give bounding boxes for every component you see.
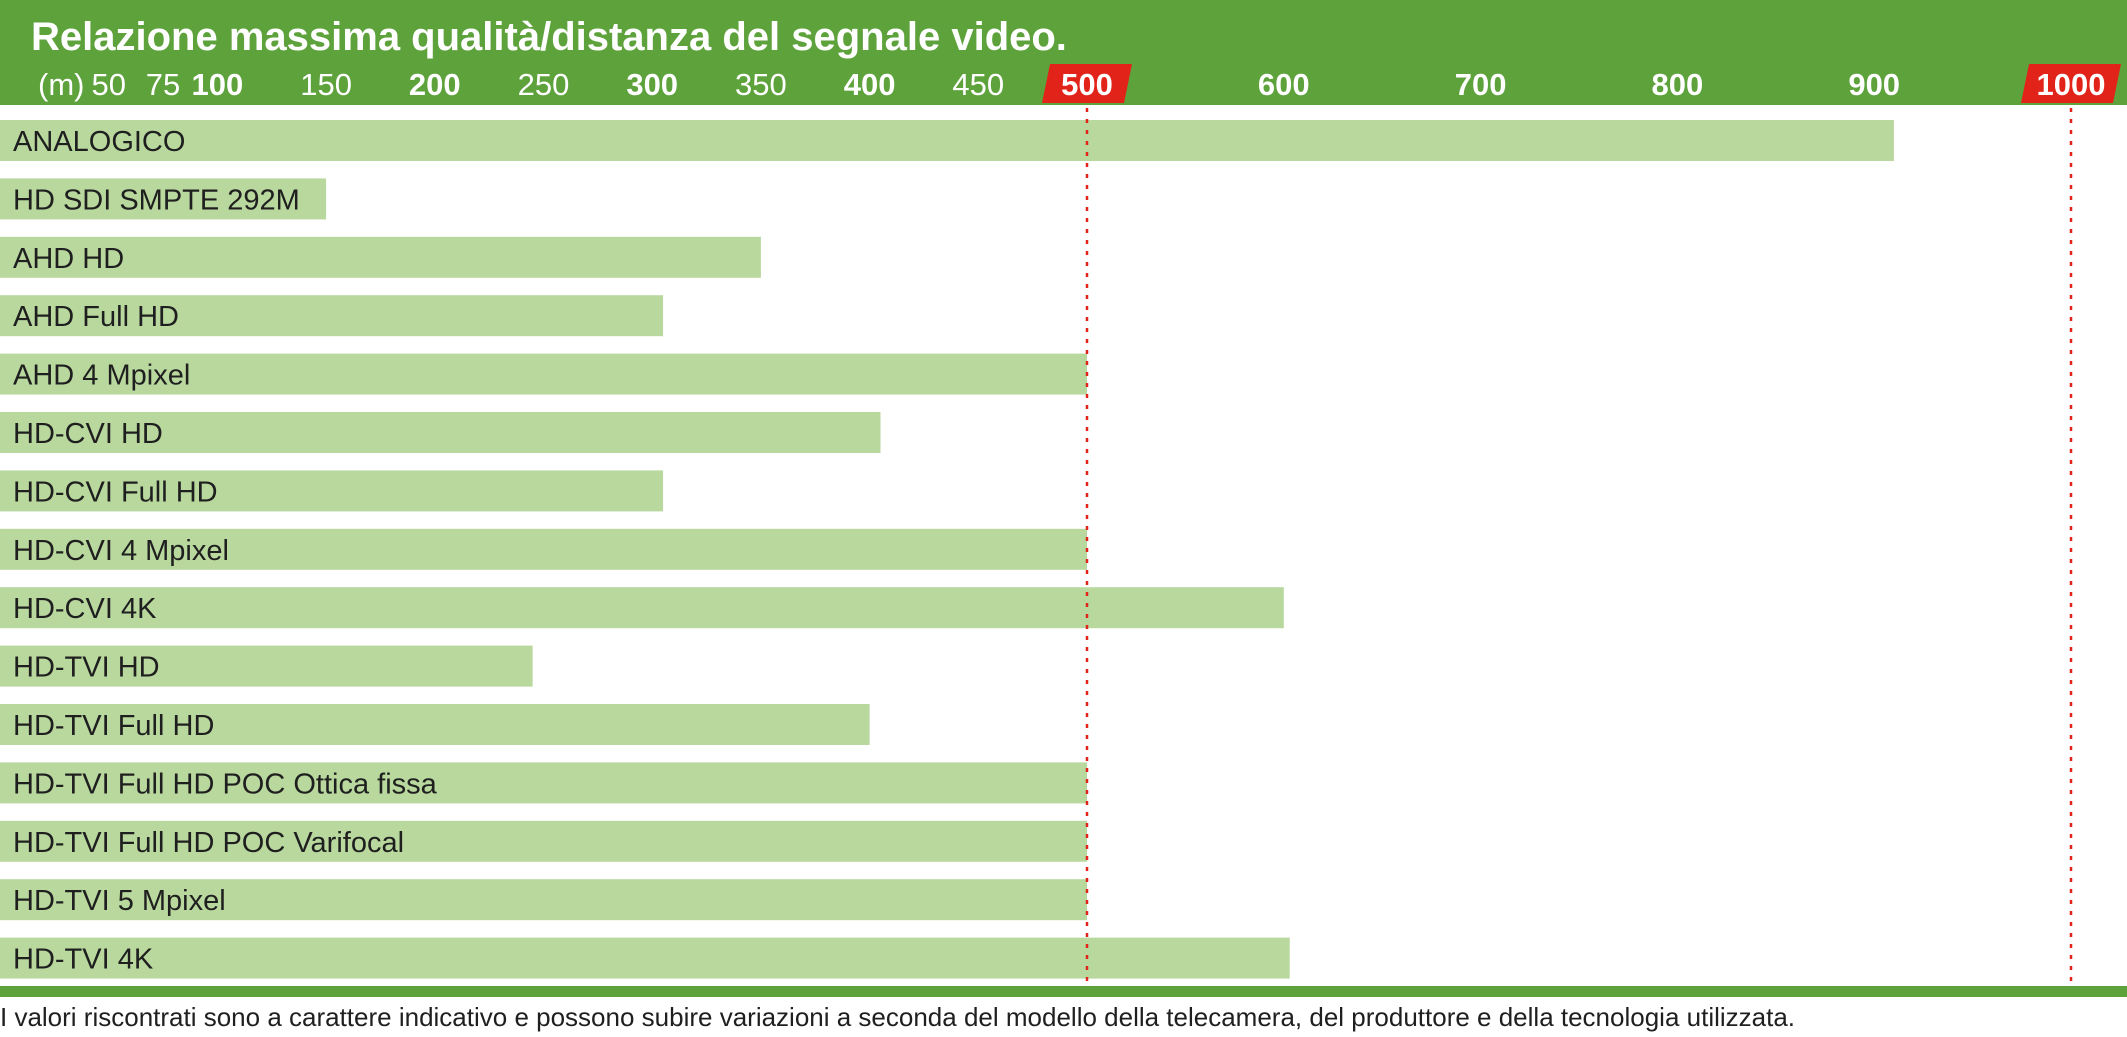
bar-label-10: HD-TVI Full HD [13,710,214,742]
bar-0 [0,120,1894,161]
bar-label-4: AHD 4 Mpixel [13,360,190,392]
bar-label-12: HD-TVI Full HD POC Varifocal [13,827,404,859]
tick-label-300: 300 [626,67,678,102]
bar-label-8: HD-CVI 4K [13,593,157,625]
bar-1 [0,178,327,220]
tick-highlight-1000 [2021,64,2121,103]
tick-label-600: 600 [1258,67,1310,102]
bar-4 [0,353,1087,395]
bar-3 [0,295,664,337]
tick-label-50: 50 [91,67,125,102]
bar-7 [0,528,1087,570]
bar-label-13: HD-TVI 5 Mpixel [13,885,226,917]
axis-ticks: 50 75 100 150 200 250 300 350 400 450 500 600 700 800… [91,64,2121,103]
bar-5 [0,412,881,453]
tick-label-75: 75 [146,67,180,102]
bar-11 [0,762,1087,804]
bar-label-1: HD SDI SMPTE 292M [13,184,300,216]
tick-label-250: 250 [518,67,570,102]
footnote: I valori riscontrati sono a carattere in… [0,1002,1796,1032]
bar-label-11: HD-TVI Full HD POC Ottica fissa [13,768,438,800]
bar-label-9: HD-TVI HD [13,652,160,684]
bars-group: ANALOGICO HD SDI SMPTE 292M AHD HD AHD Full… [0,120,1894,979]
tick-label-150: 150 [300,67,352,102]
bar-9 [0,645,533,687]
tick-label-200: 200 [409,67,461,102]
bar-12 [0,820,1087,862]
bar-label-3: AHD Full HD [13,301,179,333]
bar-label-7: HD-CVI 4 Mpixel [13,535,229,567]
bar-label-0: ANALOGICO [13,126,185,158]
bar-label-6: HD-CVI Full HD [13,476,218,508]
tick-label-450: 450 [952,67,1004,102]
bar-label-5: HD-CVI HD [13,418,163,450]
reference-lines [1085,108,2073,984]
bar-2 [0,236,761,278]
bar-label-14: HD-TVI 4K [13,944,154,976]
tick-label-700: 700 [1455,67,1507,102]
tick-label-100: 100 [192,67,244,102]
tick-label-900: 900 [1848,67,1900,102]
tick-label-1000: 1000 [2037,67,2106,102]
chart-title: Relazione massima qualità/distanza del s… [31,15,1067,59]
tick-label-500: 500 [1061,67,1113,102]
bar-label-2: AHD HD [13,243,124,275]
bar-14 [0,937,1290,979]
tick-highlight-500 [1042,64,1132,103]
bar-13 [0,879,1087,921]
bar-6 [0,470,664,512]
tick-label-800: 800 [1652,67,1704,102]
tick-label-400: 400 [844,67,896,102]
bar-10 [0,704,870,745]
bar-8 [0,587,1284,629]
tick-label-350: 350 [735,67,787,102]
bottom-rule [0,986,2127,997]
axis-unit-label: (m) [38,67,84,102]
